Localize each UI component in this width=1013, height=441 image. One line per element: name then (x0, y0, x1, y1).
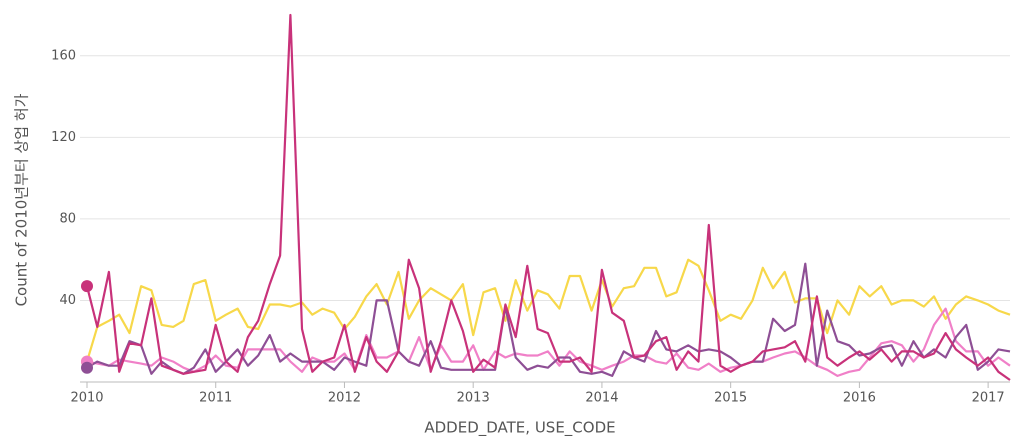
y-axis-label: Count of 2010년부터 상업 허가 (13, 93, 31, 306)
series-line (86, 262, 1011, 377)
start-marker (81, 280, 93, 293)
x-tick-label: 2015 (714, 391, 747, 406)
x-tick-label: 2011 (199, 391, 232, 406)
x-tick-label: 2014 (585, 391, 618, 406)
start-marker (81, 361, 93, 374)
x-tick-label: 2016 (843, 391, 876, 406)
series-line (85, 258, 1011, 362)
series-line (85, 13, 1011, 381)
x-tick-label: 2010 (70, 391, 103, 406)
x-tick-label: 2013 (457, 391, 490, 406)
y-tick-label: 160 (51, 48, 76, 63)
y-tick-label: 80 (59, 211, 76, 226)
x-tick-label: 2017 (972, 391, 1005, 406)
y-tick-label: 40 (59, 293, 76, 308)
x-tick-label: 2012 (328, 391, 361, 406)
x-axis-label: ADDED_DATE, USE_CODE (424, 419, 615, 438)
y-tick-label: 120 (51, 130, 76, 145)
